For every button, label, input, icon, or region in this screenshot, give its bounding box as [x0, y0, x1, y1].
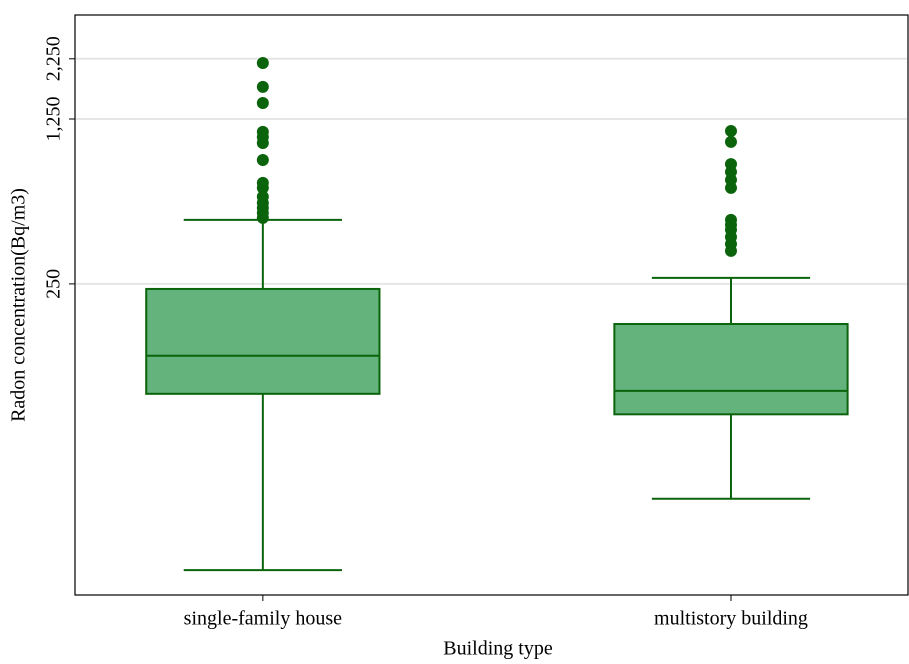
x-axis-title: Building type: [443, 638, 553, 660]
y-tick-label: 250: [43, 269, 65, 299]
outlier: [256, 137, 269, 150]
box: [145, 287, 381, 395]
box: [613, 323, 849, 416]
outlier: [256, 181, 269, 194]
plot-frame: [74, 14, 909, 596]
outlier: [724, 244, 737, 257]
outlier: [724, 181, 737, 194]
x-tick-label: single-family house: [184, 608, 342, 630]
outlier: [256, 96, 269, 109]
outlier: [724, 135, 737, 148]
outlier: [256, 80, 269, 93]
outlier: [256, 153, 269, 166]
outlier: [256, 56, 269, 69]
x-tick-label: multistory building: [654, 608, 808, 630]
y-axis-title: Radon concentration(Bq/m3): [8, 188, 30, 422]
outlier: [256, 211, 269, 224]
outlier: [724, 124, 737, 137]
y-tick-label: 2,250: [43, 36, 65, 81]
y-tick-label: 1,250: [43, 97, 65, 142]
